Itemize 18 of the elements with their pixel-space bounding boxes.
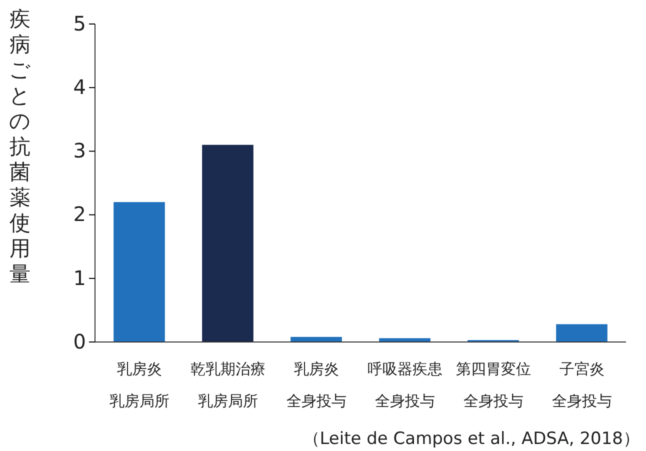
x-tick-label: 乾乳期治療乳房局所 <box>190 360 266 410</box>
y-tick-label: 1 <box>73 266 86 290</box>
y-tick-label: 0 <box>73 329 86 354</box>
x-tick-label: 子宮炎全身投与 <box>552 360 612 410</box>
bar <box>556 324 608 342</box>
bar <box>202 144 254 342</box>
text: （Leite de Campos et al., ADSA, 2018） <box>302 429 640 449</box>
x-tick-label: 乳房炎全身投与 <box>286 360 346 410</box>
y-tick-label: 4 <box>73 75 86 99</box>
y-tick-label: 2 <box>73 202 86 226</box>
x-tick-label: 呼吸器疾患全身投与 <box>367 360 442 410</box>
y-tick-label: 3 <box>73 138 86 163</box>
text: 疾病ごとの抗菌薬使用量 <box>9 7 31 286</box>
bar <box>379 338 430 342</box>
x-tick-label: 乳房炎乳房局所 <box>109 360 170 410</box>
bar <box>114 202 165 342</box>
y-tick-label: 5 <box>73 11 86 36</box>
x-tick-label: 第四胃変位全身投与 <box>456 360 531 410</box>
